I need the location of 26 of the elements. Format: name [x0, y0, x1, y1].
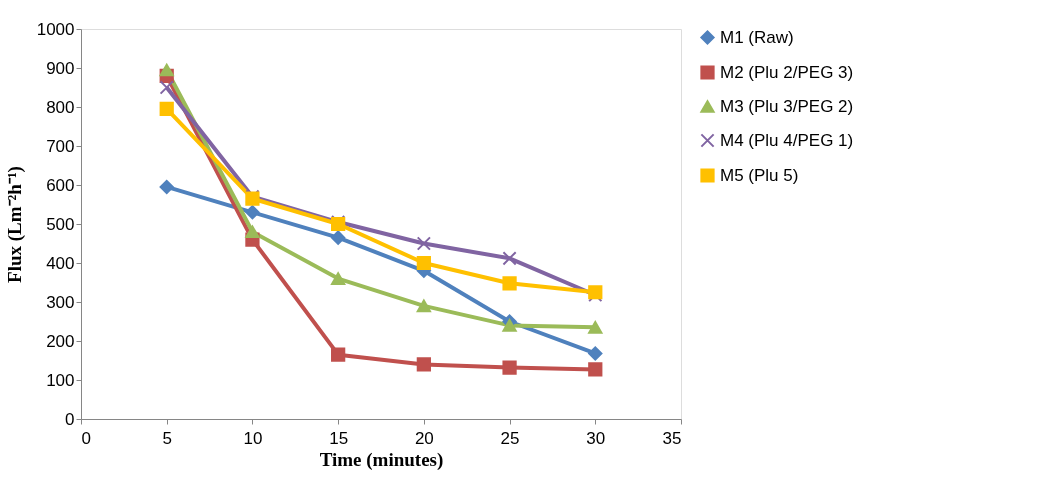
x-tick-label: 15 — [329, 428, 349, 448]
y-axis-title: Flux (Lm⁻²h⁻¹) — [3, 166, 26, 283]
legend-label: M2 (Plu 2/PEG 3) — [720, 62, 854, 82]
y-tick-label: 300 — [46, 292, 75, 312]
legend-label: M3 (Plu 3/PEG 2) — [720, 96, 854, 116]
y-tick-label: 200 — [46, 331, 75, 351]
y-tick-label: 900 — [46, 58, 75, 78]
y-tick-label: 400 — [46, 253, 75, 273]
y-tick-label: 500 — [46, 214, 75, 234]
x-axis-title: Time (minutes) — [319, 448, 444, 471]
x-tick-label: 10 — [243, 428, 263, 448]
y-tick-label: 0 — [65, 409, 75, 429]
x-tick-label: 20 — [414, 428, 434, 448]
x-tick-label: 25 — [500, 428, 520, 448]
x-tick-label: 0 — [81, 428, 91, 448]
y-tick-label: 1000 — [36, 19, 75, 39]
y-tick-label: 800 — [46, 97, 75, 117]
y-tick-label: 600 — [46, 175, 75, 195]
x-tick-label: 35 — [662, 428, 682, 448]
legend-label: M5 (Plu 5) — [720, 165, 799, 185]
x-tick-label: 30 — [586, 428, 606, 448]
y-tick-label: 100 — [46, 370, 75, 390]
x-tick-label: 5 — [162, 428, 172, 448]
legend-label: M1 (Raw) — [720, 27, 794, 47]
legend-label: M4 (Plu 4/PEG 1) — [720, 130, 854, 150]
y-tick-label: 700 — [46, 136, 75, 156]
